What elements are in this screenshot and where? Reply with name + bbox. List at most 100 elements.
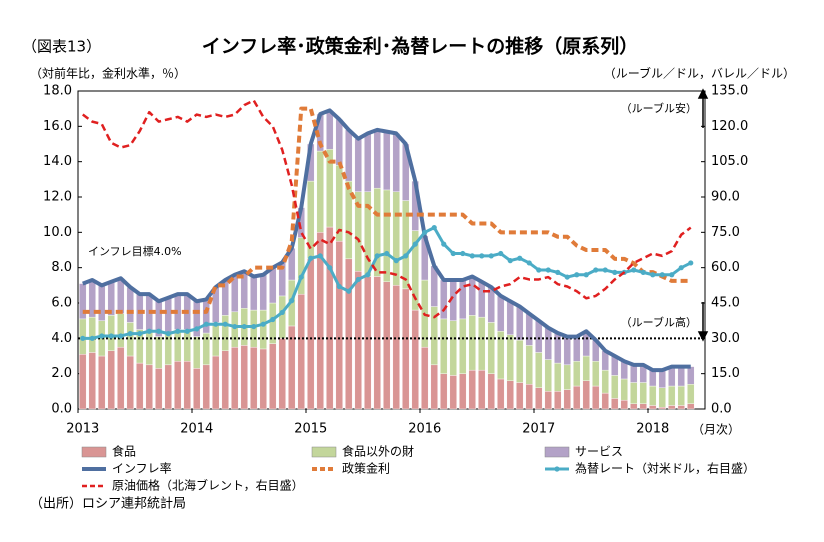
- bar-segment: [231, 311, 239, 348]
- bar-segment: [525, 313, 533, 346]
- line-marker: [89, 335, 95, 341]
- bar-segment: [354, 138, 362, 192]
- y-tick-label: 2.0: [51, 366, 72, 381]
- bar-segment: [687, 366, 695, 385]
- line-marker: [118, 333, 124, 339]
- line-marker: [298, 274, 304, 280]
- bar-segment: [658, 407, 666, 410]
- bar-segment: [430, 364, 438, 410]
- bar-segment: [649, 405, 657, 410]
- legend-label: 食品以外の財: [342, 444, 414, 459]
- y-tick-label: 4.0: [51, 331, 72, 346]
- bar-segment: [620, 378, 628, 401]
- line-marker: [156, 328, 162, 334]
- line-marker: [498, 250, 504, 257]
- line-marker: [536, 267, 542, 273]
- bar-segment: [212, 355, 220, 410]
- y-tick-label: 16.0: [43, 119, 72, 134]
- line-marker: [460, 250, 466, 257]
- y2-tick-label: 135.0: [711, 84, 748, 99]
- bar-segment: [202, 364, 210, 410]
- bar-segment: [345, 129, 353, 182]
- bar-segment: [449, 320, 457, 376]
- line-marker: [336, 283, 342, 290]
- bar-segment: [601, 392, 609, 410]
- bar-segment: [544, 391, 552, 410]
- line-marker: [612, 269, 618, 275]
- bar-segment: [573, 336, 581, 362]
- line-marker: [80, 335, 86, 341]
- bar-segment: [117, 278, 125, 314]
- bar-segment: [563, 364, 571, 390]
- bar-segment: [506, 380, 514, 410]
- bar-segment: [107, 315, 115, 351]
- line-marker: [260, 321, 266, 327]
- bar-segment: [117, 346, 125, 410]
- y2-tick-label: 105.0: [711, 154, 748, 169]
- bar-segment: [611, 398, 619, 410]
- line-marker: [355, 276, 361, 283]
- bar-segment: [183, 361, 191, 410]
- y2-tick-label: 60.0: [711, 260, 740, 275]
- bar-segment: [592, 361, 600, 387]
- bar-segment: [278, 295, 286, 339]
- bar-segment: [259, 348, 267, 410]
- line-marker: [194, 326, 200, 332]
- line-marker: [270, 316, 276, 323]
- source: （出所）ロシア連邦統計局: [30, 496, 186, 512]
- bar-segment: [478, 369, 486, 410]
- bar-segment: [544, 327, 552, 360]
- bar-segment: [392, 285, 400, 410]
- bar-segment: [573, 385, 581, 410]
- line-marker: [146, 328, 152, 334]
- bar-segment: [630, 382, 638, 404]
- bar-segment: [459, 373, 467, 410]
- bar-segment: [259, 309, 267, 350]
- line-marker: [403, 253, 409, 259]
- figure-label: （図表13）: [22, 38, 101, 56]
- bar-segment: [516, 382, 524, 410]
- x-tick-label: 2017: [522, 422, 555, 437]
- line-marker: [222, 321, 228, 327]
- bar-segment: [639, 403, 647, 410]
- line-marker: [441, 241, 447, 247]
- line-marker: [127, 331, 133, 337]
- bar-segment: [582, 380, 590, 410]
- bar-segment: [269, 267, 277, 304]
- bar-segment: [202, 299, 210, 334]
- bar-segment: [677, 366, 685, 387]
- line-marker: [640, 269, 646, 275]
- line-marker: [346, 288, 352, 294]
- bar-segment: [107, 350, 115, 410]
- bar-segment: [231, 346, 239, 410]
- legend-swatch: [544, 446, 570, 458]
- bar-segment: [468, 276, 476, 316]
- bar-segment: [269, 343, 277, 410]
- line-marker: [602, 267, 608, 273]
- line-marker: [688, 260, 694, 266]
- bar-segment: [278, 338, 286, 410]
- bar-segment: [383, 281, 391, 410]
- line-marker: [241, 323, 247, 330]
- line-marker: [184, 328, 190, 334]
- line-series: [82, 108, 691, 373]
- bar-segment: [221, 350, 229, 410]
- bar-segment: [687, 403, 695, 410]
- line-marker: [232, 323, 238, 330]
- line-marker: [479, 253, 485, 259]
- y-tick-label: 6.0: [51, 296, 72, 311]
- line-marker: [279, 309, 285, 316]
- line-marker: [165, 331, 171, 337]
- line-marker: [384, 250, 390, 257]
- bar-segment: [649, 385, 657, 406]
- line-marker: [517, 255, 523, 261]
- bar-segment: [478, 316, 486, 371]
- line-marker: [327, 265, 333, 271]
- y2-tick-label: 15.0: [711, 366, 740, 381]
- bar-segment: [250, 276, 258, 311]
- bar-segment: [364, 276, 372, 410]
- chart-title: インフレ率･政策金利･為替レートの推移（原系列）: [202, 35, 638, 58]
- bar-segment: [183, 329, 191, 362]
- y2-tick-label: 120.0: [711, 119, 748, 134]
- bar-segment: [506, 334, 514, 381]
